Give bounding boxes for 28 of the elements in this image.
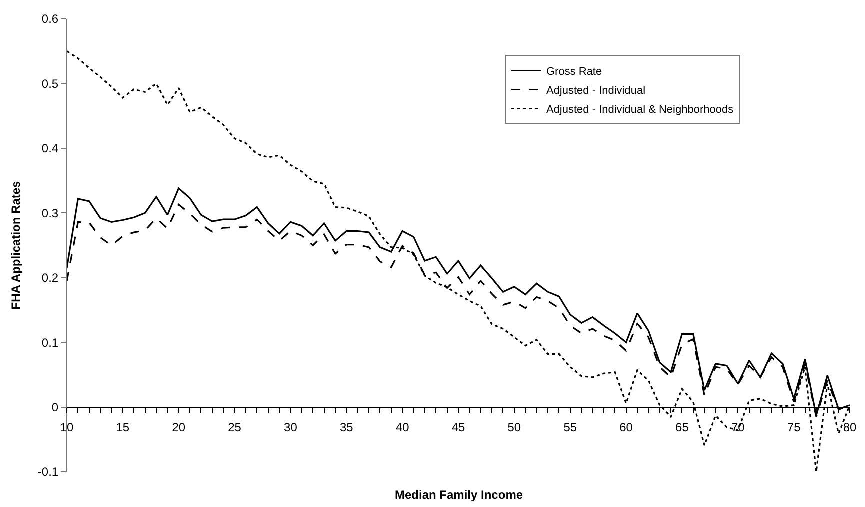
y-tick-label: 0.3 [42,206,59,220]
x-axis-title: Median Family Income [395,488,524,502]
x-tick-label: 80 [843,420,857,435]
x-tick-label: 75 [787,420,802,435]
x-tick-label: 35 [340,420,354,435]
y-tick-label: 0.2 [42,271,59,286]
y-tick-label: 0.1 [42,336,59,350]
legend-label: Adjusted - Individual & Neighborhoods [546,104,734,116]
x-tick-label: 55 [564,420,578,435]
x-tick-label: 40 [396,420,410,435]
x-tick-label: 15 [116,420,130,435]
legend-label: Gross Rate [546,66,602,78]
x-tick-label: 25 [228,420,242,435]
x-tick-label: 30 [284,420,298,435]
y-tick-label: -0.1 [38,465,59,480]
y-tick-label: 0.5 [42,76,59,91]
x-tick-label: 65 [676,420,690,435]
y-axis-title: FHA Application Rates [9,180,24,310]
x-tick-label: 60 [620,420,634,435]
x-tick-label: 10 [60,420,74,435]
x-tick-label: 50 [508,420,522,435]
legend-label: Adjusted - Individual [546,85,646,98]
y-tick-label: 0.6 [42,12,59,26]
x-tick-label: 20 [172,420,186,435]
y-tick-label: 0 [52,400,59,414]
x-tick-label: 45 [452,420,466,435]
y-tick-label: 0.4 [42,142,59,156]
x-tick-label: 70 [731,420,746,435]
